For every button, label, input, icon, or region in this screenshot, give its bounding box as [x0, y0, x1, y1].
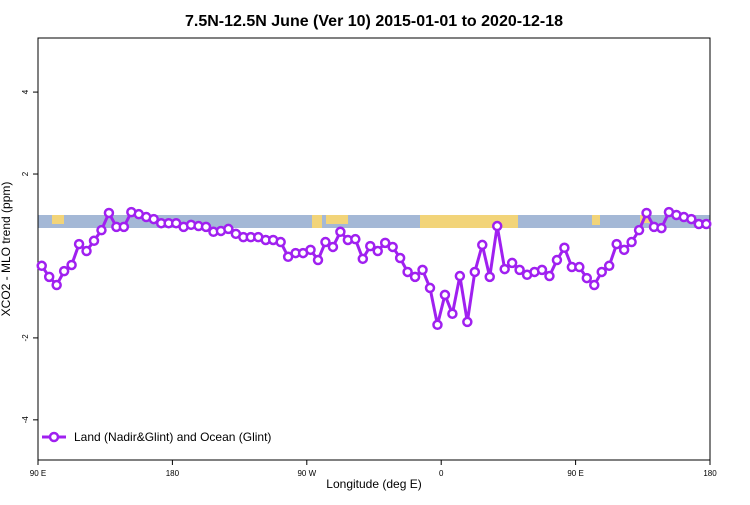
data-point [36, 260, 47, 272]
data-point [469, 266, 481, 278]
data-point [88, 235, 100, 247]
data-point [327, 241, 339, 253]
data-point [312, 254, 324, 266]
data-point [66, 259, 77, 271]
land-patch [420, 215, 518, 228]
x-tick-label: 90 W [297, 469, 316, 478]
data-point [701, 218, 712, 230]
data-point [118, 221, 130, 233]
data-point [103, 207, 115, 219]
data-point [51, 279, 62, 291]
data-point [581, 272, 593, 284]
data-point [499, 263, 510, 275]
data-point [544, 270, 555, 282]
data-point [611, 238, 622, 250]
data-point [148, 213, 159, 225]
data-point [686, 213, 697, 225]
data-point [506, 257, 518, 269]
legend-marker [48, 431, 60, 443]
land-patch [592, 215, 600, 225]
data-point [641, 207, 652, 219]
data-point [73, 238, 85, 250]
data-point [551, 254, 563, 266]
x-tick-label: 180 [166, 469, 180, 478]
y-tick-label: 4 [21, 89, 30, 94]
data-point [439, 289, 451, 301]
data-point [626, 236, 637, 248]
data-point [447, 308, 458, 319]
land-patch [52, 215, 64, 224]
data-point [559, 242, 570, 254]
data-point [454, 270, 466, 282]
data-point [394, 252, 406, 264]
y-tick-label: 2 [21, 171, 30, 176]
data-point [618, 244, 630, 256]
x-tick-label: 0 [439, 469, 444, 478]
data-point [409, 271, 421, 283]
data-point [424, 282, 436, 294]
data-point [365, 240, 376, 252]
data-point [200, 221, 212, 233]
y-axis-label: XCO2 - MLO trend (ppm) [0, 182, 13, 317]
data-point [335, 226, 346, 238]
x-tick-label: 90 E [30, 469, 46, 478]
data-point [402, 266, 413, 278]
data-point [596, 266, 607, 278]
data-point [656, 222, 667, 234]
data-point [43, 271, 55, 283]
data-point [350, 233, 361, 245]
data-point [320, 236, 331, 248]
data-point [372, 245, 383, 257]
data-point [514, 264, 525, 276]
data-point [484, 271, 495, 283]
data-point [462, 316, 473, 328]
land-patch [326, 215, 348, 224]
land-patch [312, 215, 322, 228]
data-point [589, 279, 600, 291]
data-point [223, 223, 234, 235]
plot-frame [37, 37, 711, 461]
y-tick-label: -2 [21, 334, 30, 342]
data-point [633, 224, 645, 236]
data-point [81, 245, 92, 257]
data-point [58, 265, 70, 277]
data-point [432, 319, 443, 331]
chart-title: 7.5N-12.5N June (Ver 10) 2015-01-01 to 2… [185, 13, 563, 30]
data-point [275, 236, 286, 248]
data-point [96, 224, 107, 236]
y-tick-label: -4 [21, 416, 30, 424]
data-point [387, 241, 398, 253]
data-point [603, 260, 615, 272]
data-point [379, 237, 391, 249]
x-axis-label: Longitude (deg E) [326, 477, 421, 491]
legend-label: Land (Nadir&Glint) and Ocean (Glint) [74, 430, 271, 444]
data-point [574, 261, 585, 273]
data-point [491, 220, 503, 232]
data-point [357, 253, 369, 265]
data-point [305, 244, 316, 256]
x-tick-label: 180 [703, 469, 717, 478]
x-tick-label: 90 E [567, 469, 583, 478]
data-point [417, 264, 428, 276]
data-point [536, 264, 548, 276]
data-point [477, 239, 488, 251]
